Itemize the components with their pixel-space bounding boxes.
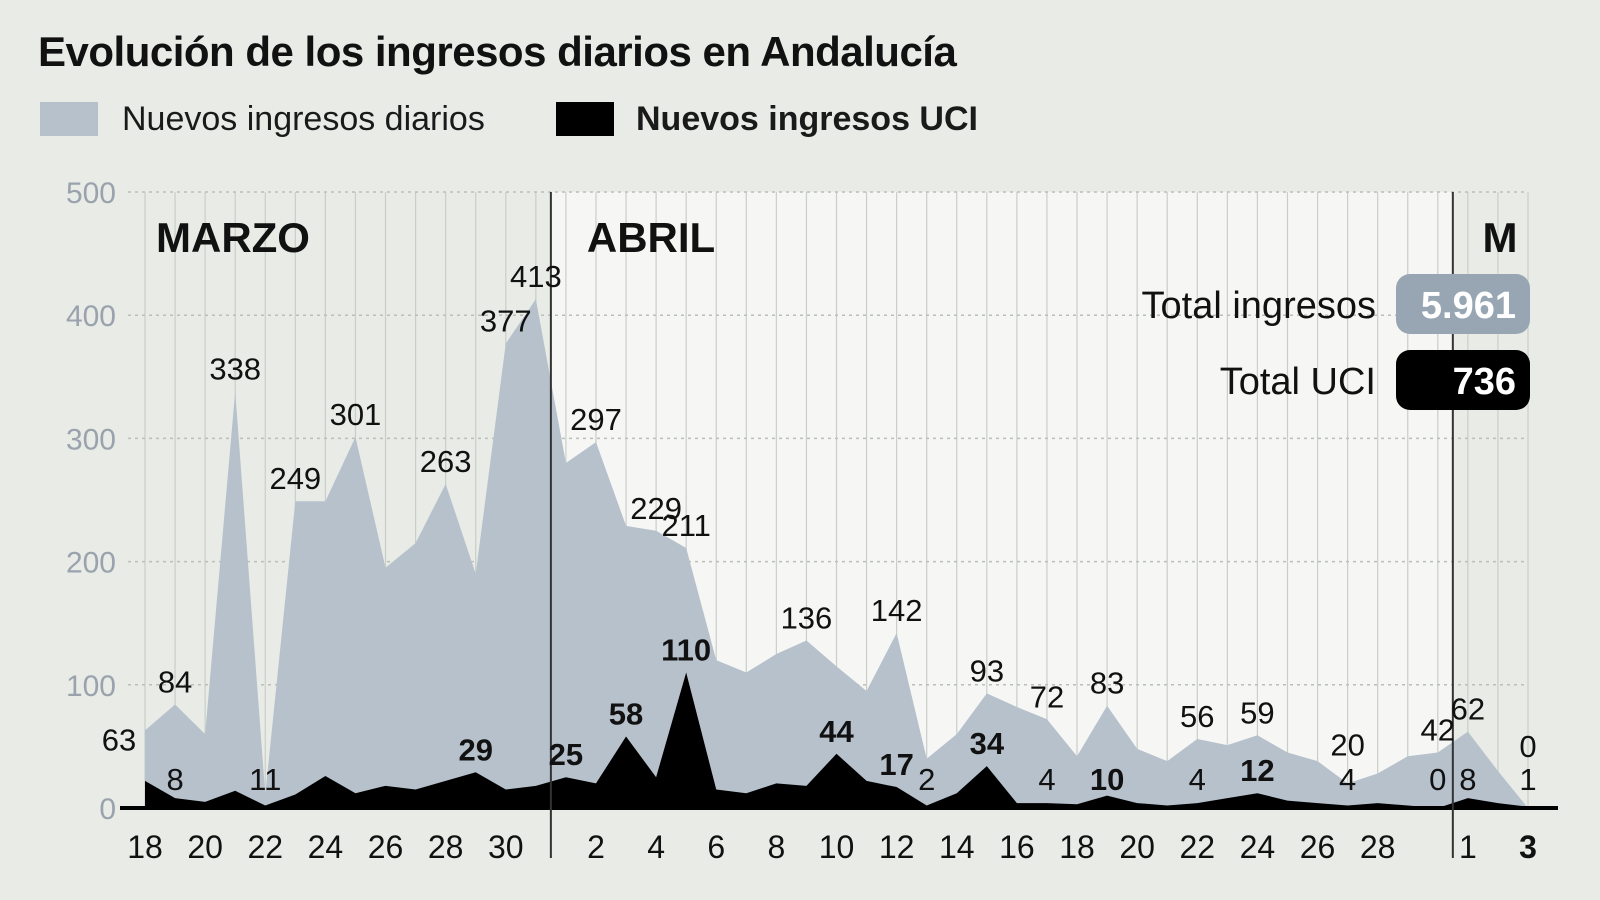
x-tick-label: 26 [1300,829,1336,865]
month-label-april: ABRIL [587,214,715,261]
legend-label-uci: Nuevos ingresos UCI [636,100,978,138]
data-label: 17 [879,747,913,782]
x-tick-label: 22 [247,829,283,865]
legend-swatch-daily [40,102,98,136]
total-admissions-label: Total ingresos [1142,285,1376,327]
data-label: 8 [166,762,183,797]
data-label: 4 [1339,762,1356,797]
data-label: 8 [1459,762,1476,797]
x-tick-label: 20 [187,829,223,865]
x-tick-label: 12 [879,829,915,865]
y-tick-label: 200 [66,547,116,580]
data-label: 413 [510,259,562,294]
data-label: 229 [630,491,682,526]
data-label: 29 [458,732,492,767]
month-label-march: MARZO [156,214,310,261]
data-label: 4 [1189,762,1206,797]
x-tick-label: 6 [707,829,725,865]
legend-label-daily: Nuevos ingresos diarios [122,100,485,138]
data-label: 63 [102,722,136,757]
x-tick-label: 28 [428,829,464,865]
x-tick-label: 24 [308,829,344,865]
y-tick-label: 500 [66,177,116,210]
total-admissions-value: 5.961 [1421,285,1516,327]
x-axis-ticks: 18 20 22 24 26 28 30 2 4 6 8 10 12 14 16 18 20 22 24 26 28 1 3 [127,829,1537,865]
x-tick-label: 22 [1179,829,1215,865]
data-label: 0 [1429,762,1446,797]
x-tick-label: 2 [587,829,605,865]
x-tick-label: 18 [1059,829,1095,865]
x-tick-label: 28 [1360,829,1396,865]
x-tick-label: 4 [647,829,665,865]
data-label: 11 [249,762,281,797]
data-label: 263 [420,444,472,479]
data-label: 136 [781,600,833,635]
data-label: 110 [661,632,711,667]
data-label: 34 [970,726,1005,761]
data-label: 2 [918,762,935,797]
x-tick-label: 26 [368,829,404,865]
data-label: 301 [330,397,382,432]
legend-swatch-uci [556,102,614,136]
x-tick-label: 30 [488,829,524,865]
data-label: 297 [570,402,622,437]
x-tick-label: 24 [1240,829,1276,865]
total-uci-value: 736 [1453,361,1516,403]
x-tick-label: 14 [939,829,975,865]
area-daily-admissions [145,299,1528,808]
area-uci-admissions [145,672,1528,808]
data-label: 1 [1519,762,1536,797]
y-tick-label: 100 [66,670,116,703]
data-label: 84 [158,665,192,700]
data-label: 59 [1240,695,1274,730]
data-label: 62 [1451,692,1485,727]
data-label: 58 [609,697,643,732]
data-label: 338 [209,352,261,387]
data-label: 4 [1038,762,1055,797]
month-label-may: M [1483,214,1518,261]
x-tick-label: 10 [819,829,855,865]
data-label: 211 [661,508,710,543]
data-label: 10 [1090,762,1124,797]
y-axis-ticks: 0 100 200 300 400 500 [66,177,116,826]
data-label: 93 [970,653,1004,688]
chart-title: Evolución de los ingresos diarios en And… [38,28,957,75]
data-label: 42 [1421,713,1455,748]
data-label: 12 [1240,753,1274,788]
x-tick-label: 20 [1119,829,1155,865]
data-label: 72 [1030,679,1064,714]
x-tick-label: 1 [1459,829,1477,865]
total-admissions-badge [1396,274,1530,334]
y-tick-label: 300 [66,423,116,456]
x-tick-label: 18 [127,829,163,865]
x-tick-label: 16 [999,829,1035,865]
data-label: 56 [1180,699,1214,734]
x-tick-label: 8 [767,829,785,865]
data-label: 142 [871,593,923,628]
data-label: 0 [1519,729,1536,764]
total-uci-label: Total UCI [1220,361,1376,403]
x-tick-label: 3 [1519,829,1537,865]
data-label: 249 [269,461,321,496]
data-label: 377 [480,304,532,339]
total-uci-badge [1396,350,1530,410]
data-label: 44 [819,714,854,749]
data-label: 20 [1330,728,1364,763]
y-tick-label: 400 [66,300,116,333]
y-tick-label: 0 [99,793,116,826]
data-label: 83 [1090,666,1124,701]
data-label: 25 [549,737,583,772]
